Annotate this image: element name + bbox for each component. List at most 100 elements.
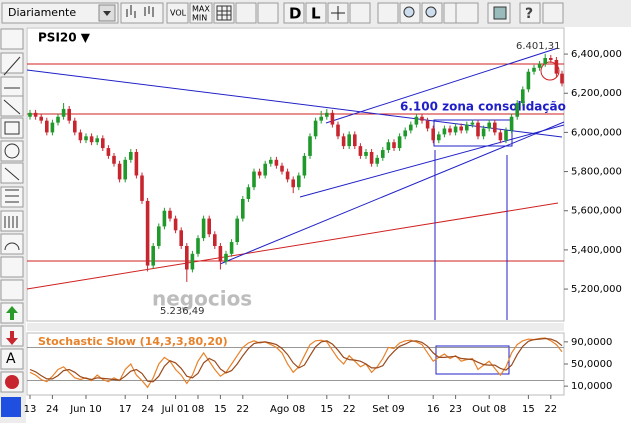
candle-body	[285, 171, 290, 180]
candle-body	[117, 163, 122, 180]
candle-body	[185, 245, 189, 270]
candle-body	[101, 138, 105, 149]
candle-body	[145, 200, 150, 266]
candle-body	[39, 116, 43, 121]
candle-body	[431, 128, 435, 141]
grid-button[interactable]	[213, 2, 235, 24]
candle-body	[263, 163, 267, 176]
side-icons	[3, 56, 21, 251]
candle-body	[269, 159, 273, 164]
candle-body	[476, 122, 480, 137]
candle-body	[336, 124, 340, 137]
vol-button[interactable]	[166, 2, 189, 24]
delete-icon	[5, 375, 19, 389]
candle-body	[73, 120, 77, 133]
x-tick-label: 17	[119, 404, 132, 415]
candle-body	[207, 218, 211, 235]
candle-body	[297, 175, 301, 188]
high-label: 6.401,31	[516, 41, 561, 52]
candle-body	[61, 108, 66, 117]
candle-body	[241, 198, 245, 219]
settings-button[interactable]	[542, 2, 564, 24]
symbol-label[interactable]: PSI20 ▼	[38, 31, 91, 45]
stochastic-line	[29, 337, 563, 383]
candle-body	[543, 58, 547, 64]
candle-body	[218, 245, 223, 262]
y-tick-label: 5,800,000	[571, 167, 622, 178]
candle-body	[560, 73, 564, 84]
y-tick-label: 5,600,000	[571, 206, 622, 217]
candle-body	[425, 120, 430, 129]
x-tick-label: 15	[320, 404, 333, 415]
crosshair-icon	[331, 6, 345, 20]
y-tick-label: 6,400,000	[571, 49, 622, 60]
candle-body	[78, 132, 83, 141]
candle-body	[526, 71, 531, 90]
watermark: negocios	[152, 287, 252, 311]
pct-button[interactable]	[257, 2, 279, 24]
print-button[interactable]	[455, 2, 479, 24]
candle-body	[420, 116, 424, 121]
candle-body	[532, 67, 536, 72]
candle-body	[67, 108, 71, 121]
x-tick-label: Set 09	[372, 404, 404, 415]
candle-body	[537, 63, 542, 68]
color-picker[interactable]	[1, 397, 21, 417]
scale-button[interactable]	[235, 2, 257, 24]
candle-body	[493, 122, 497, 133]
candle-body	[375, 157, 379, 164]
candle-body	[106, 148, 111, 156]
cursor-button[interactable]	[349, 2, 371, 24]
line-tool-button[interactable]	[377, 2, 399, 24]
candle-body	[112, 155, 116, 164]
x-tick-label: 22	[343, 404, 356, 415]
candle-body	[162, 210, 167, 227]
candle-body	[347, 134, 351, 147]
l-button[interactable]	[305, 2, 327, 24]
splitter[interactable]	[27, 323, 564, 331]
indicator-title[interactable]: Stochastic Slow (14,3,3,80,20)	[38, 335, 228, 348]
zoom-out-icon	[425, 6, 437, 18]
candle-body	[330, 112, 335, 125]
candle-body	[224, 253, 228, 262]
help-icon: ?	[525, 6, 533, 22]
candle-body	[173, 218, 178, 231]
x-tick-label: 24	[141, 404, 154, 415]
y-tick-label: 6,200,000	[571, 88, 622, 99]
candle-body	[392, 142, 396, 149]
candle-body	[381, 150, 385, 158]
candle-body	[151, 245, 155, 266]
x-tick-label: 23	[449, 404, 462, 415]
candle-body	[252, 171, 256, 188]
max-label: MAX	[192, 5, 210, 14]
candle-body	[369, 151, 374, 164]
up-arrow-icon	[6, 306, 18, 320]
x-tick-label: 24	[46, 404, 59, 415]
vol-label: VOL	[170, 9, 187, 18]
candle-body	[235, 218, 239, 243]
candle-body	[280, 165, 284, 172]
candle-body	[168, 210, 172, 219]
y-tick-label: 10,0000	[571, 381, 612, 392]
candle-body	[291, 179, 295, 188]
candle-body	[481, 128, 486, 137]
candle-body	[554, 59, 559, 74]
period-select[interactable]	[1, 2, 119, 24]
zone-annotation: 6.100 zona consolidação	[400, 100, 566, 114]
x-tick-label: 15	[214, 404, 227, 415]
candle-body	[45, 120, 49, 133]
candle-body	[509, 116, 514, 131]
candle-body	[437, 134, 441, 141]
candle-body	[308, 136, 312, 156]
candle-body	[246, 187, 251, 199]
help-button[interactable]	[519, 2, 541, 24]
candle-body	[341, 136, 346, 147]
x-tick-label: Jun 10	[69, 404, 102, 415]
candle-body	[129, 151, 133, 160]
maxmin-button[interactable]	[189, 2, 213, 24]
d-label: D	[289, 5, 301, 23]
d-button[interactable]	[283, 2, 305, 24]
candle-body	[498, 132, 503, 141]
candle-body	[95, 138, 99, 143]
